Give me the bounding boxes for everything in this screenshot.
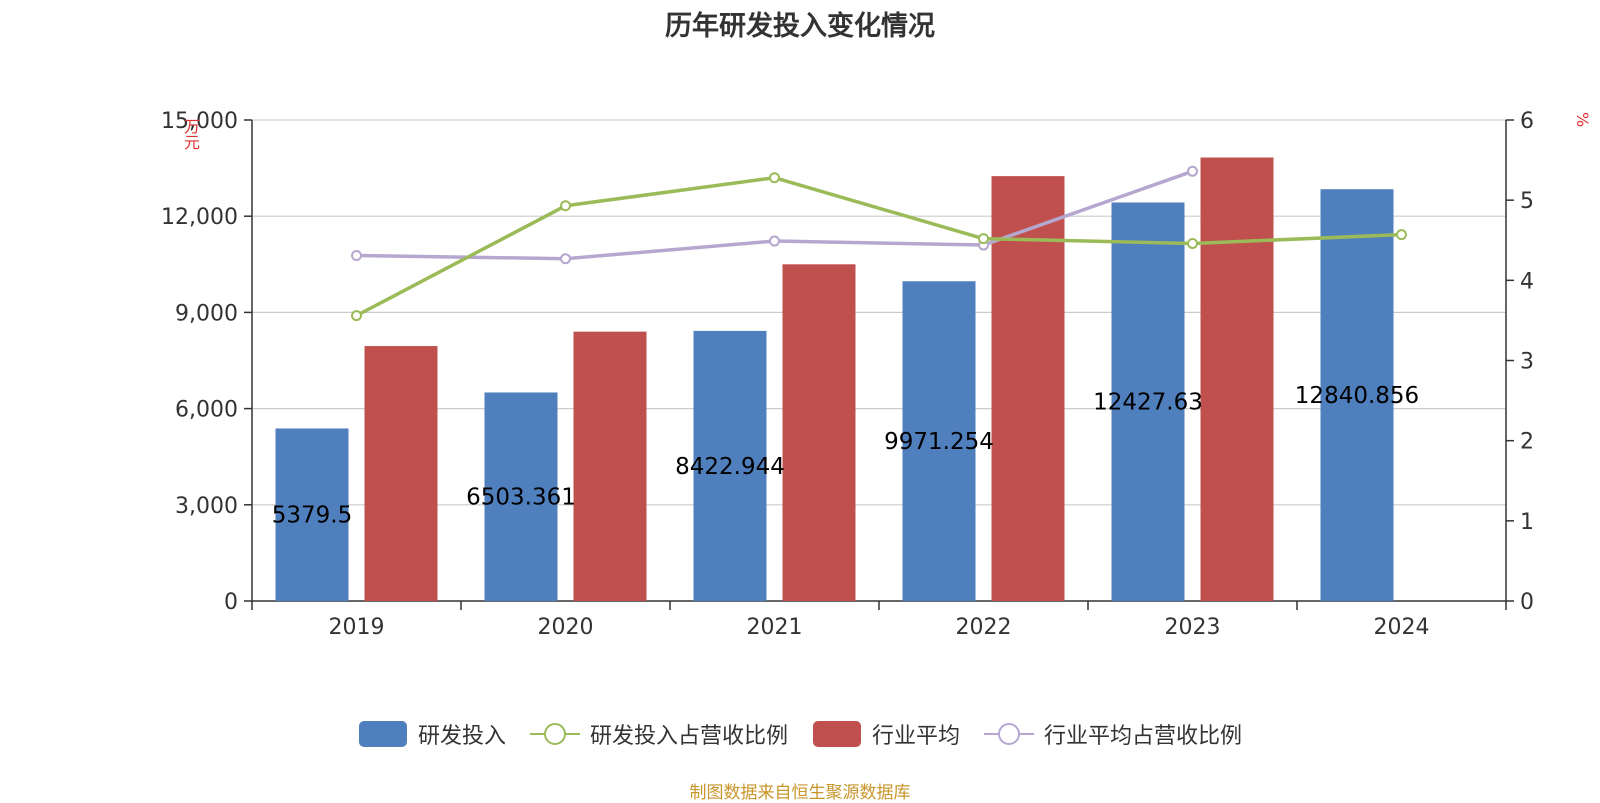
bar-industry-average xyxy=(364,346,438,601)
legend-item-industry-ratio[interactable]: 行业平均占营收比例 xyxy=(984,718,1242,750)
right-axis-unit-label: % xyxy=(1573,112,1592,128)
bar-data-label: 9971.254 xyxy=(884,429,994,455)
bar-rd-investment xyxy=(1320,189,1394,601)
point-rd-ratio xyxy=(978,233,989,245)
point-rd-ratio xyxy=(351,310,362,322)
legend-line-marker-icon xyxy=(984,723,1035,745)
legend-label: 行业平均 xyxy=(872,724,961,749)
legend-line-marker-icon xyxy=(529,723,580,745)
left-axis-tick-label: 12,000 xyxy=(161,205,238,230)
x-axis-tick-label: 2023 xyxy=(1165,615,1221,640)
right-axis-tick-label: 0 xyxy=(1520,590,1534,615)
point-industry-ratio xyxy=(1187,165,1198,177)
point-rd-ratio xyxy=(1187,237,1198,249)
bar-rd-investment xyxy=(484,392,558,601)
right-axis-tick-label: 1 xyxy=(1520,510,1534,535)
point-rd-ratio xyxy=(1396,229,1407,241)
x-axis-tick-label: 2021 xyxy=(747,615,803,640)
bar-data-label: 12427.63 xyxy=(1093,390,1203,416)
left-axis-tick-label: 9,000 xyxy=(175,301,238,326)
left-axis-tick-label: 15,000 xyxy=(161,109,238,134)
bar-data-label: 6503.361 xyxy=(466,485,576,511)
legend-item-rd-investment[interactable]: 研发投入 xyxy=(358,718,506,750)
bar-rd-investment xyxy=(902,281,976,601)
left-axis-tick-label: 6,000 xyxy=(175,398,238,423)
point-industry-ratio xyxy=(769,235,780,247)
x-axis-tick-label: 2024 xyxy=(1374,615,1430,640)
point-rd-ratio xyxy=(560,200,571,212)
line-rd-ratio xyxy=(355,175,1402,318)
legend-item-rd-ratio[interactable]: 研发投入占营收比例 xyxy=(529,718,788,750)
right-axis-tick-label: 4 xyxy=(1520,269,1534,294)
x-axis-tick-label: 2019 xyxy=(329,615,385,640)
point-rd-ratio xyxy=(769,172,780,184)
right-axis-tick-label: 3 xyxy=(1520,350,1534,375)
chart-title: 历年研发投入变化情况 xyxy=(665,11,935,42)
bar-rd-investment xyxy=(1111,202,1185,601)
bar-rd-investment xyxy=(275,428,349,601)
bar-industry-average xyxy=(782,264,856,601)
left-axis-tick-label: 3,000 xyxy=(175,494,238,519)
x-axis-tick-label: 2020 xyxy=(538,615,594,640)
x-axis-tick-label: 2022 xyxy=(956,615,1012,640)
legend-label: 研发投入占营收比例 xyxy=(589,724,788,749)
right-axis-tick-label: 6 xyxy=(1520,109,1534,134)
point-industry-ratio xyxy=(560,253,571,265)
legend-item-industry-average[interactable]: 行业平均 xyxy=(812,718,960,750)
legend-label: 研发投入 xyxy=(417,724,506,749)
bar-data-label: 12840.856 xyxy=(1295,383,1419,409)
legend-bar-swatch-icon xyxy=(813,721,861,747)
bar-rd-investment xyxy=(693,330,767,601)
right-axis-tick-label: 5 xyxy=(1520,189,1534,214)
bar-industry-average xyxy=(991,176,1065,601)
legend: 研发投入 研发投入占营收比例 行业平均 行业平均占营收比例 xyxy=(0,718,1600,750)
left-axis-tick-label: 0 xyxy=(224,590,238,615)
bar-industry-average xyxy=(1200,157,1274,601)
bar-data-label: 8422.944 xyxy=(675,454,785,480)
point-industry-ratio xyxy=(351,249,362,261)
bar-industry-average xyxy=(573,331,647,601)
legend-bar-swatch-icon xyxy=(358,721,407,747)
legend-label: 行业平均占营收比例 xyxy=(1044,724,1243,749)
source-note: 制图数据来自恒生聚源数据库 xyxy=(689,783,911,803)
left-axis-unit-label: 万元 xyxy=(181,118,200,150)
bar-data-label: 5379.5 xyxy=(272,503,352,529)
right-axis-tick-label: 2 xyxy=(1520,430,1534,455)
